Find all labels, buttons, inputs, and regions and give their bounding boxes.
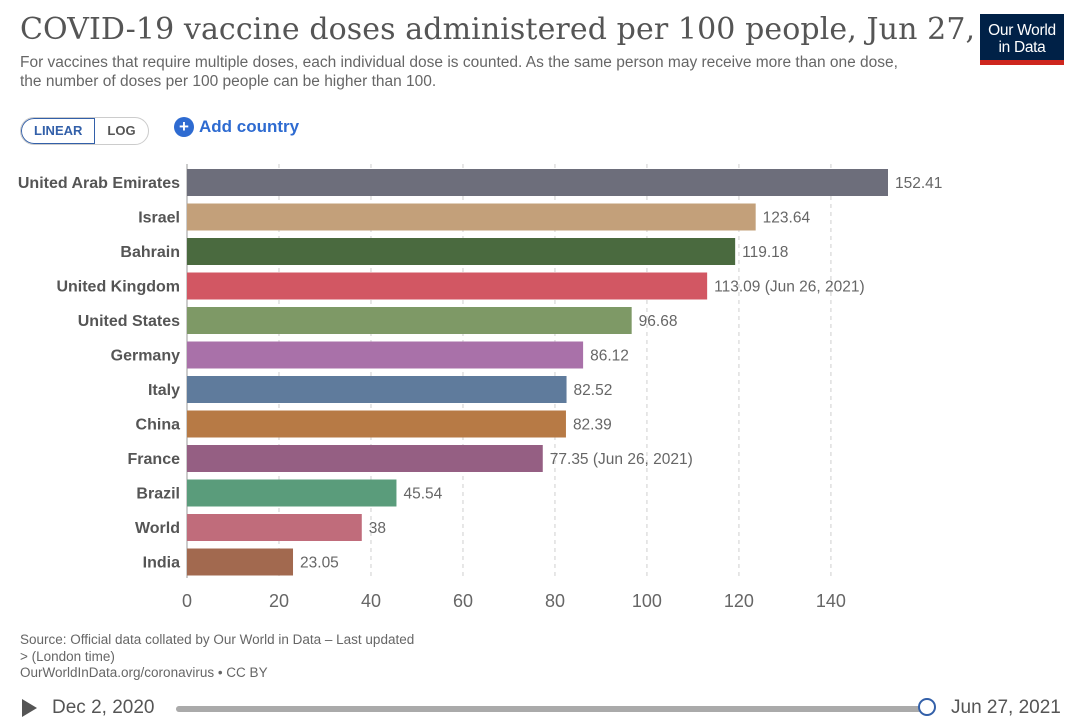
category-label-united-arab-emirates: United Arab Emirates bbox=[18, 175, 180, 192]
bar-bahrain bbox=[187, 238, 736, 265]
category-label-world: World bbox=[135, 520, 180, 537]
source-line-3: OurWorldInData.org/coronavirus • CC BY bbox=[20, 665, 268, 680]
bar-united-kingdom bbox=[187, 272, 708, 300]
category-label-italy: Italy bbox=[148, 382, 180, 399]
log-button[interactable]: LOG bbox=[107, 123, 136, 138]
value-label-world: 38 bbox=[369, 520, 386, 537]
plus-icon: + bbox=[174, 117, 194, 137]
x-tick-label-100: 100 bbox=[632, 591, 662, 611]
source-line-2: > (London time) bbox=[20, 648, 115, 664]
x-tick-label-60: 60 bbox=[453, 591, 473, 611]
owid-logo[interactable]: Our World in Data bbox=[980, 14, 1064, 65]
value-label-germany: 86.12 bbox=[590, 348, 629, 365]
add-country-label: Add country bbox=[199, 117, 300, 136]
value-label-france: 77.35 (Jun 26, 2021) bbox=[550, 451, 693, 468]
x-tick-label-20: 20 bbox=[269, 591, 289, 611]
category-label-france: France bbox=[128, 451, 181, 468]
x-tick-label-40: 40 bbox=[361, 591, 381, 611]
category-label-united-states: United States bbox=[78, 313, 180, 330]
x-tick-label-80: 80 bbox=[545, 591, 565, 611]
value-label-united-kingdom: 113.09 (Jun 26, 2021) bbox=[714, 279, 865, 296]
value-label-united-states: 96.68 bbox=[639, 313, 678, 330]
bar-israel bbox=[187, 203, 756, 231]
category-label-bahrain: Bahrain bbox=[120, 244, 180, 261]
value-label-china: 82.39 bbox=[573, 417, 612, 434]
value-label-brazil: 45.54 bbox=[403, 486, 442, 503]
category-label-united-kingdom: United Kingdom bbox=[56, 279, 180, 296]
bar-germany bbox=[187, 341, 584, 369]
chart-subtitle: For vaccines that require multiple doses… bbox=[20, 54, 898, 90]
source-line-1: Source: Official data collated by Our Wo… bbox=[20, 632, 415, 647]
timeline: Dec 2, 2020 Jun 27, 2021 bbox=[0, 690, 1080, 725]
value-label-united-arab-emirates: 152.41 bbox=[895, 175, 942, 192]
bar-italy bbox=[187, 376, 567, 403]
bar-india bbox=[187, 548, 294, 576]
source-note: Source: Official data collated by Our Wo… bbox=[20, 632, 490, 682]
logo-line-1: Our World bbox=[988, 22, 1056, 39]
play-icon[interactable] bbox=[22, 699, 37, 717]
bar-brazil bbox=[187, 479, 397, 507]
category-label-israel: Israel bbox=[138, 210, 180, 227]
value-label-bahrain: 119.18 bbox=[742, 244, 788, 261]
chart-title: COVID-19 vaccine doses administered per … bbox=[20, 12, 1062, 47]
value-label-india: 23.05 bbox=[300, 555, 339, 572]
value-label-italy: 82.52 bbox=[574, 382, 613, 399]
bar-united-states bbox=[187, 307, 632, 334]
bar-china bbox=[187, 410, 566, 438]
logo-line-2: in Data bbox=[998, 39, 1046, 56]
timeline-handle[interactable] bbox=[918, 698, 936, 716]
bar-united-arab-emirates bbox=[187, 169, 888, 196]
bar-world bbox=[187, 514, 362, 541]
timeline-fill bbox=[176, 706, 928, 712]
x-tick-label-120: 120 bbox=[724, 591, 754, 611]
x-tick-label-140: 140 bbox=[816, 591, 846, 611]
add-country-button[interactable]: + Add country bbox=[174, 117, 299, 137]
scale-toggle: LINEAR LOG bbox=[20, 117, 149, 145]
bar-chart: 0 20 40 60 80 100 120 140 United Arab Emirates 15… bbox=[18, 164, 942, 611]
category-label-germany: Germany bbox=[111, 348, 180, 365]
linear-button[interactable]: LINEAR bbox=[21, 118, 96, 144]
bar-france bbox=[187, 445, 543, 472]
x-tick-label-0: 0 bbox=[182, 591, 192, 611]
timeline-end-label: Jun 27, 2021 bbox=[951, 697, 1061, 718]
category-label-china: China bbox=[136, 417, 181, 434]
category-label-brazil: Brazil bbox=[136, 486, 180, 503]
value-label-israel: 123.64 bbox=[763, 210, 811, 227]
timeline-start-label: Dec 2, 2020 bbox=[52, 697, 155, 718]
timeline-track[interactable] bbox=[176, 706, 928, 712]
category-label-india: India bbox=[143, 555, 180, 572]
